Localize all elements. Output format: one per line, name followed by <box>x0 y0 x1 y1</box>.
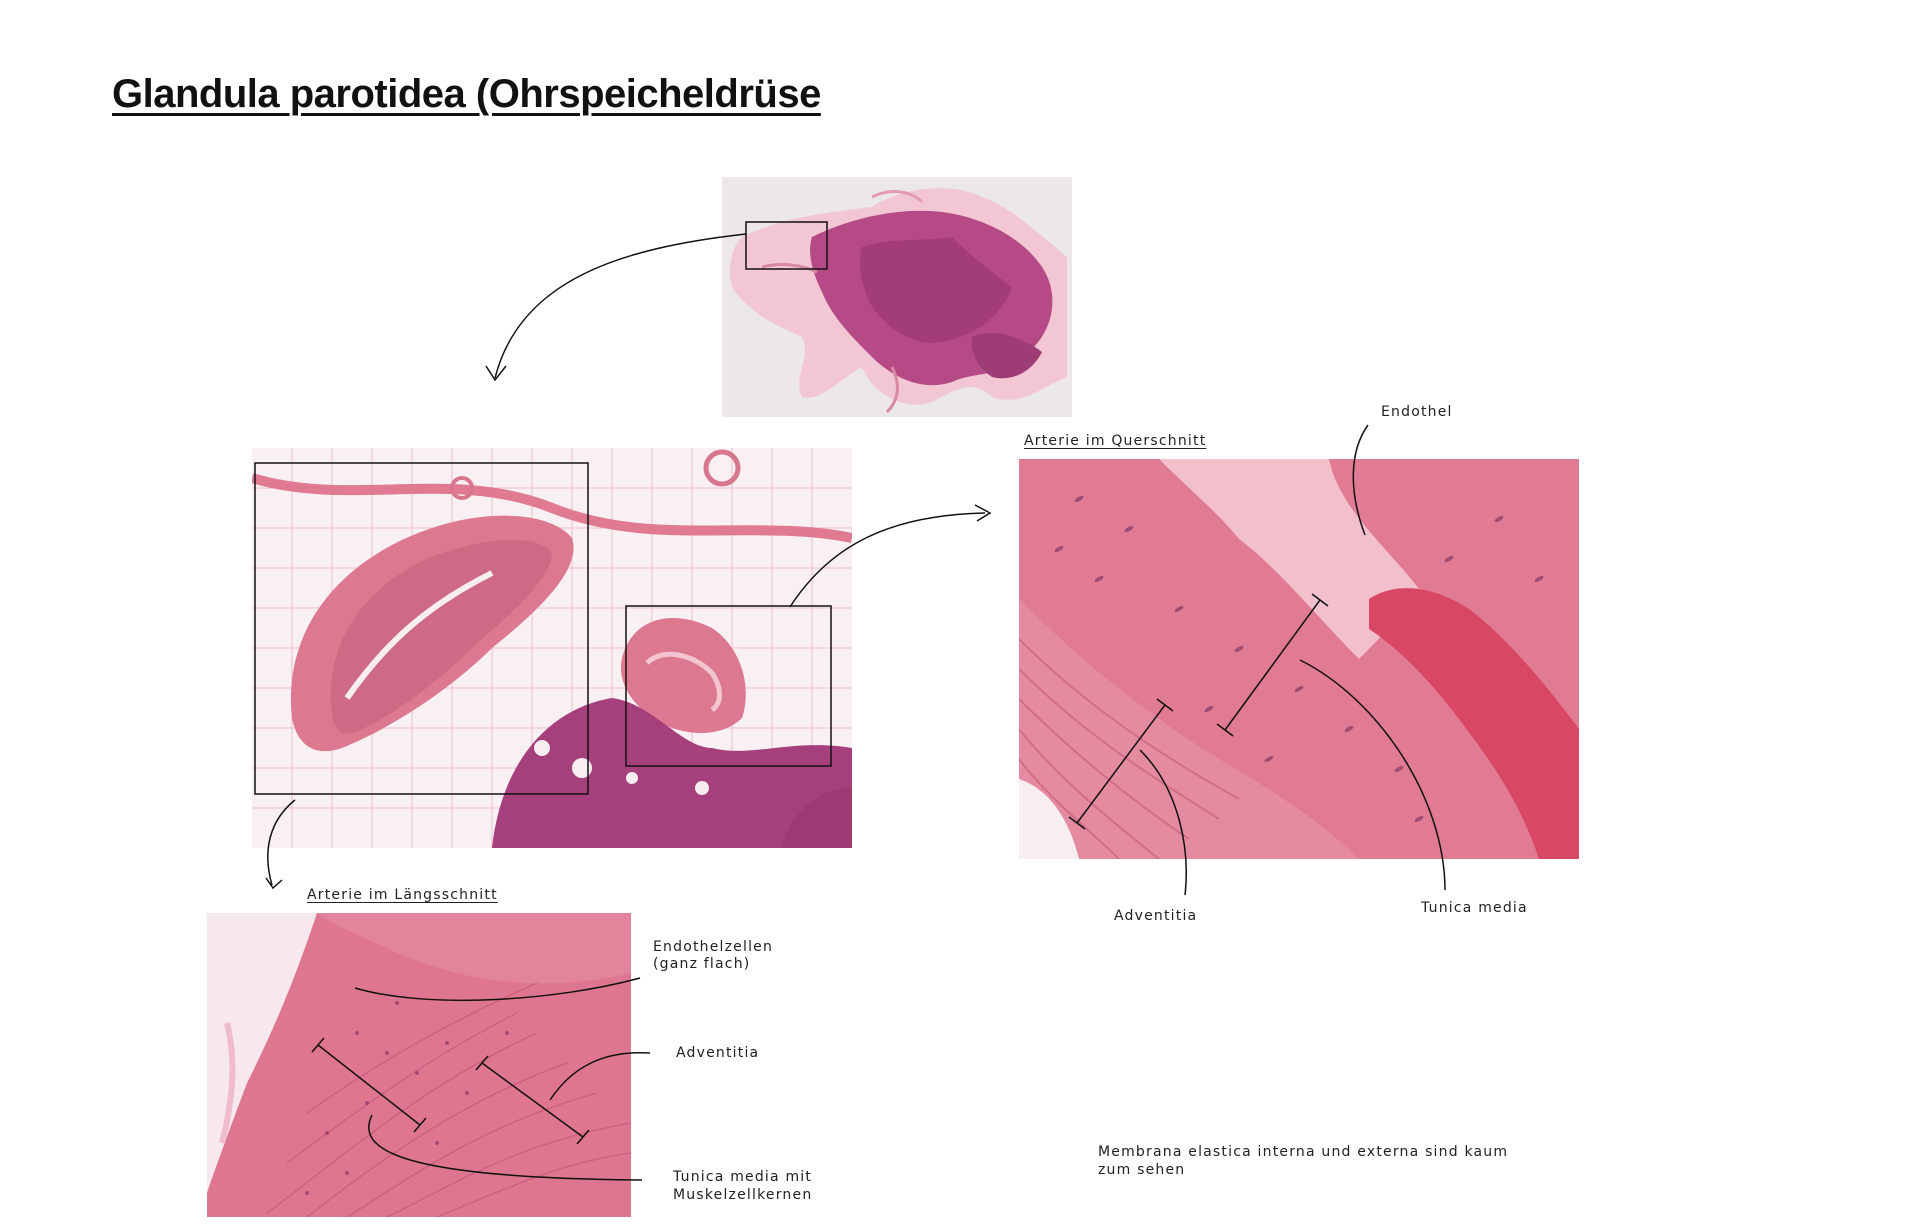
arrow-medium-to-cross-head <box>974 504 992 522</box>
longitudinal-section-drawing <box>207 913 631 1217</box>
longitudinal-section-image <box>207 913 631 1217</box>
label-cross-endothel: Endothel <box>1381 404 1453 420</box>
overview-slide-drawing <box>722 177 1072 417</box>
overview-slide-image <box>722 177 1072 417</box>
page-title: Glandula parotidea (Ohrspeicheldrüse <box>112 72 821 116</box>
label-long-adventitia: Adventitia <box>676 1045 760 1061</box>
cross-section-heading: Arterie im Querschnitt <box>1024 433 1207 449</box>
label-long-ganz-flach: (ganz flach) <box>653 956 751 972</box>
label-long-muskelzellkernen: Muskelzellkernen <box>673 1187 813 1203</box>
cross-section-drawing <box>1019 459 1579 859</box>
label-cross-tunica-media: Tunica media <box>1421 900 1528 916</box>
note-line-2: zum sehen <box>1098 1162 1186 1178</box>
note-line-1: Membrana elastica interna und externa si… <box>1098 1144 1509 1160</box>
cross-section-image <box>1019 459 1579 859</box>
medium-magnification-drawing <box>252 448 852 848</box>
label-long-tunica-media: Tunica media mit <box>673 1169 813 1185</box>
arrow-overview-to-medium-head <box>485 365 507 382</box>
label-cross-adventitia: Adventitia <box>1114 908 1198 924</box>
arrow-medium-to-longitudinal-head <box>265 877 283 890</box>
longitudinal-section-heading: Arterie im Längsschnitt <box>307 887 498 903</box>
label-long-endothelzellen: Endothelzellen <box>653 939 774 955</box>
medium-magnification-image <box>252 448 852 848</box>
arrow-overview-to-medium <box>494 233 747 379</box>
